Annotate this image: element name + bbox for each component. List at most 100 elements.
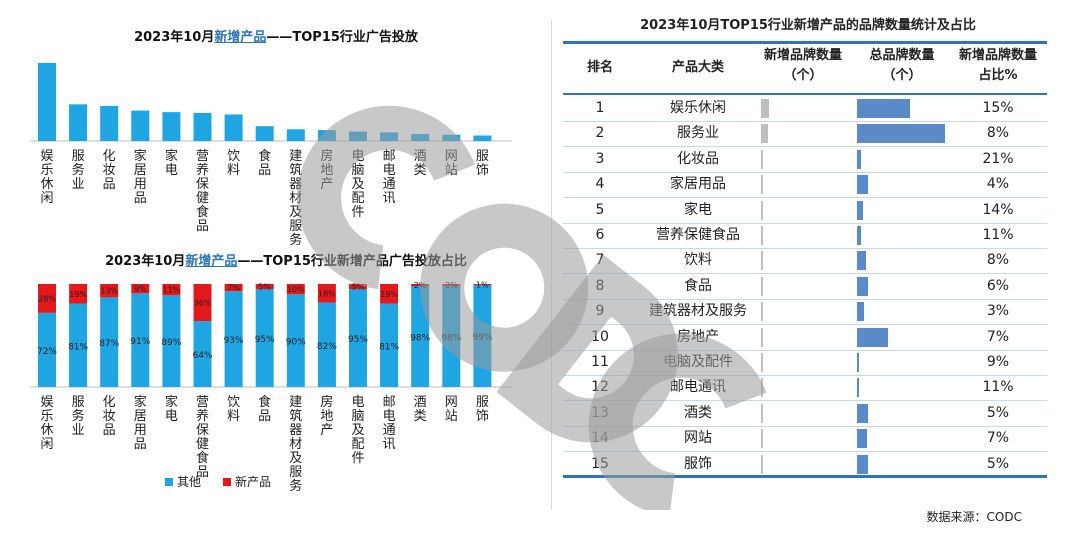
stack-new-3 xyxy=(131,284,150,294)
category-cell: 家电 xyxy=(684,201,712,218)
total-brands-bar xyxy=(857,353,859,372)
table-row: 10 房地产 7% xyxy=(563,325,1047,351)
top-category-label: 服饰 xyxy=(475,149,489,178)
top-bar-0 xyxy=(38,63,56,141)
bottom-category-label: 饮料 xyxy=(227,395,241,424)
new-brands-bar xyxy=(761,454,763,474)
bottom-category-label: 酒类 xyxy=(413,395,427,424)
rank-cell: 13 xyxy=(591,404,609,421)
new-value-label: 9% xyxy=(134,285,147,294)
new-value-label: 5% xyxy=(352,283,365,292)
bottom-chart-title: 2023年10月新增产品——TOP15行业新增产品广告投放占比 xyxy=(105,250,467,269)
stack-other-1 xyxy=(69,303,88,387)
rank-cell: 14 xyxy=(591,430,609,447)
other-value-label: 64% xyxy=(192,351,212,361)
total-brands-bar xyxy=(857,454,868,474)
stack-other-4 xyxy=(162,295,181,387)
rank-cell: 15 xyxy=(591,455,609,472)
ratio-cell: 8% xyxy=(986,252,1010,269)
new-brands-bar xyxy=(761,302,763,322)
bottom-category-label: 电脑及配件 xyxy=(351,395,365,466)
data-source: 数据来源：CODC xyxy=(926,510,1022,524)
category-cell: 房地产 xyxy=(677,328,719,345)
top-bar-2 xyxy=(100,105,119,141)
total-brands-bar xyxy=(857,302,865,322)
new-value-label: 19% xyxy=(69,290,87,299)
stack-new-6 xyxy=(224,284,243,292)
table-row: 9 建筑器材及服务 3% xyxy=(563,299,1047,326)
top-category-label: 酒类 xyxy=(413,149,427,178)
new-value-label: 18% xyxy=(318,289,336,298)
new-value-label: 13% xyxy=(100,287,118,296)
ratio-cell: 6% xyxy=(986,277,1010,294)
ratio-cell: 3% xyxy=(986,303,1010,320)
stack-new-0 xyxy=(38,284,56,313)
category-cell: 网站 xyxy=(684,430,712,447)
top-category-label: 饮料 xyxy=(227,149,241,178)
table-row: 15 服饰 5% xyxy=(563,452,1047,478)
legend-other-label: 其他 xyxy=(177,475,202,489)
new-value-label: 36% xyxy=(194,299,212,308)
other-value-label: 87% xyxy=(99,339,119,349)
legend-new-label: 新产品 xyxy=(235,475,272,489)
stack-other-2 xyxy=(100,297,119,387)
top-bar-6 xyxy=(224,114,243,141)
new-brands-bar xyxy=(761,226,763,245)
header-rank: 排名 xyxy=(586,60,613,75)
new-brands-bar xyxy=(761,251,763,271)
legend-new-swatch xyxy=(223,477,232,486)
new-value-label: 28% xyxy=(38,294,56,303)
category-cell: 建筑器材及服务 xyxy=(649,303,747,320)
top-category-label: 服务业 xyxy=(71,149,85,192)
top-bar-4 xyxy=(162,112,181,141)
new-value-label: 2% xyxy=(414,281,427,290)
bottom-category-label: 营养保健食品 xyxy=(195,395,209,480)
rank-cell: 11 xyxy=(591,354,609,370)
stack-other-6 xyxy=(224,291,243,387)
top-category-label: 网站 xyxy=(444,149,458,178)
new-value-label: 1% xyxy=(476,281,489,290)
new-brands-bar xyxy=(761,429,763,449)
top-category-label: 营养保健食品 xyxy=(195,149,209,234)
stack-new-8 xyxy=(286,284,305,295)
top-bar-1 xyxy=(69,104,88,141)
total-brands-bar xyxy=(857,251,866,271)
bottom-category-label: 家居用品 xyxy=(133,395,147,452)
top-bar-12 xyxy=(411,133,430,141)
other-value-label: 91% xyxy=(130,337,150,347)
category-cell: 电脑及配件 xyxy=(663,354,733,370)
total-brands-bar xyxy=(857,403,868,423)
top-bar-9 xyxy=(317,130,336,141)
bottom-category-label: 邮电通讯 xyxy=(382,395,396,452)
other-value-label: 95% xyxy=(348,335,368,345)
ratio-cell: 4% xyxy=(986,176,1010,193)
rank-cell: 8 xyxy=(595,277,605,294)
ratio-cell: 7% xyxy=(986,430,1010,447)
table-row: 7 饮料 8% xyxy=(563,248,1047,275)
stack-other-8 xyxy=(286,294,305,387)
bottom-category-label: 服务业 xyxy=(71,395,85,438)
top-bar-10 xyxy=(349,131,367,141)
top-category-label: 家电 xyxy=(164,149,178,178)
rank-cell: 2 xyxy=(595,125,605,142)
new-value-label: 7% xyxy=(227,284,240,293)
stack-other-9 xyxy=(317,302,336,387)
category-cell: 服饰 xyxy=(684,455,712,472)
top-bar-11 xyxy=(380,132,399,141)
table-row: 8 食品 6% xyxy=(563,274,1047,300)
stack-other-5 xyxy=(193,321,212,387)
top-bar-8 xyxy=(286,129,305,141)
table-top-rule xyxy=(563,41,1047,44)
header-ratio: 新增品牌数量占比% xyxy=(958,48,1037,83)
total-brands-bar xyxy=(857,149,862,169)
top-bar-7 xyxy=(255,126,274,141)
bottom-category-label: 食品 xyxy=(258,395,272,424)
rank-cell: 6 xyxy=(595,227,605,243)
category-cell: 酒类 xyxy=(684,404,712,421)
new-brands-bar xyxy=(761,353,763,372)
new-value-label: 5% xyxy=(258,283,271,292)
ratio-cell: 8% xyxy=(986,125,1010,142)
stack-new-2 xyxy=(100,284,119,298)
table-row: 2 服务业 8% xyxy=(563,121,1047,148)
new-brands-bar xyxy=(761,276,763,296)
